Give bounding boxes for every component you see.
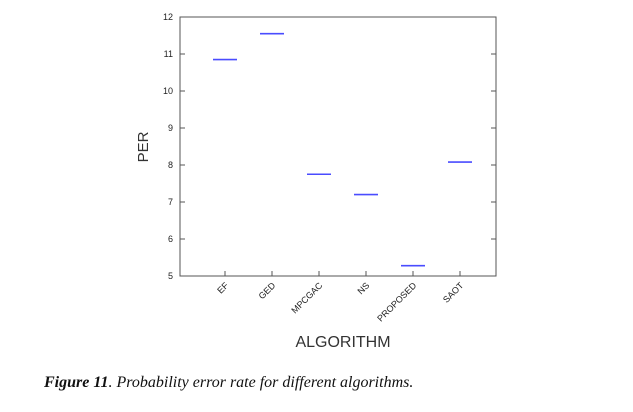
x-tick-label: SAOT <box>441 280 466 305</box>
x-tick-label: NS <box>355 280 371 296</box>
y-tick-label: 7 <box>168 197 173 207</box>
y-tick-label: 11 <box>164 49 173 59</box>
x-tick-label: MPCGAC <box>289 280 324 315</box>
y-tick-label: 9 <box>168 123 173 133</box>
y-axis: 5 6 7 8 9 10 11 12 <box>163 12 496 281</box>
x-axis-title: ALGORITHM <box>295 334 390 351</box>
x-tick-label: PROPOSED <box>375 280 418 323</box>
figure-caption: Figure 11. Probability error rate for di… <box>44 374 604 392</box>
y-tick-label: 10 <box>163 86 173 96</box>
x-axis: EF GED MPCGAC NS PROPOSED SAOT <box>215 271 466 323</box>
y-tick-label: 5 <box>168 271 173 281</box>
x-tick-label: GED <box>257 280 278 301</box>
y-axis-title: PER <box>135 131 152 162</box>
data-marks <box>213 32 472 267</box>
figure-caption-text: . Probability error rate for different a… <box>108 374 414 391</box>
plot-frame <box>179 16 497 277</box>
y-tick-label: 6 <box>168 234 173 244</box>
x-tick-label: EF <box>215 280 231 296</box>
figure-label: Figure 11 <box>44 374 109 391</box>
y-tick-label: 12 <box>163 12 173 22</box>
y-tick-label: 8 <box>168 160 173 170</box>
